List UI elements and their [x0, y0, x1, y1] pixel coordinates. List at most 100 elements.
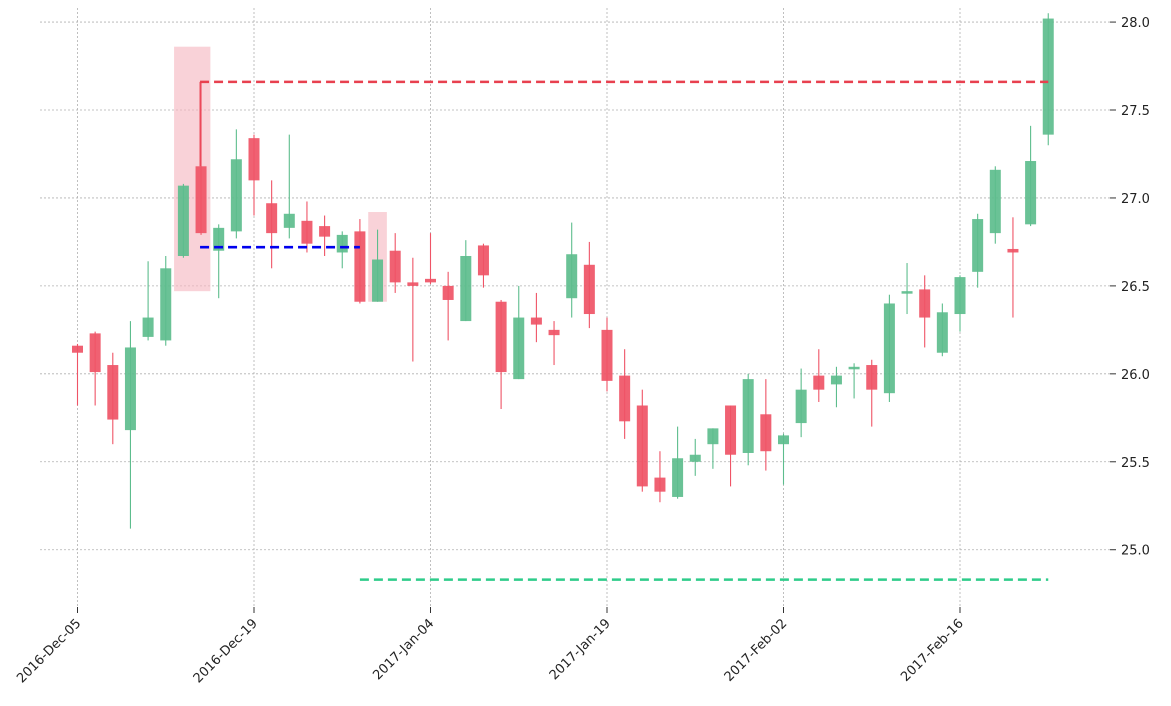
candle-body: [513, 317, 525, 380]
candle-down: [1007, 217, 1019, 318]
candle-body: [566, 254, 578, 299]
candle-body: [866, 365, 878, 390]
candle-body: [442, 285, 454, 300]
candle-down: [583, 241, 595, 329]
candle-up: [672, 426, 684, 499]
candle-up: [901, 263, 913, 315]
candle-body: [654, 477, 666, 492]
candle-body: [813, 375, 825, 390]
candle-up: [742, 373, 754, 466]
candle-down: [619, 349, 631, 439]
candle-up: [513, 285, 525, 380]
candle-body: [954, 277, 966, 315]
candle-body: [389, 250, 401, 283]
candle-up: [848, 363, 860, 399]
candle-up: [124, 321, 136, 529]
x-tick-label: 2016-Dec-19: [191, 616, 261, 686]
candle-up: [142, 261, 154, 341]
candle-body: [407, 282, 419, 286]
candle-down: [425, 233, 436, 285]
y-tick-label: 25.0: [1121, 544, 1150, 559]
candle-up: [566, 222, 578, 318]
candle-up: [1042, 13, 1054, 146]
candle-up: [283, 134, 295, 239]
candle-body: [354, 231, 366, 302]
candle-body: [266, 203, 278, 234]
candles: [72, 13, 1054, 529]
candle-body: [619, 375, 631, 422]
candle-up: [1025, 125, 1037, 227]
candle-down: [530, 292, 542, 343]
candle-body: [248, 138, 260, 181]
candle-up: [954, 275, 966, 332]
candle-down: [301, 201, 313, 253]
candle-body: [319, 226, 331, 237]
candle-down: [636, 389, 648, 492]
candle-body: [883, 303, 895, 394]
candle-down: [389, 233, 401, 293]
y-tick-label: 26.5: [1121, 280, 1150, 295]
candle-up: [372, 229, 384, 302]
candle-body: [283, 213, 295, 228]
candle-body: [530, 317, 542, 325]
candle-body: [1007, 248, 1019, 253]
x-tick-label: 2017-Jan-04: [370, 616, 437, 683]
x-tick-label: 2017-Feb-02: [722, 616, 791, 685]
candle-body: [160, 268, 172, 341]
candle-body: [636, 405, 648, 487]
candle-body: [460, 255, 472, 322]
candle-body: [760, 414, 772, 452]
candle-body: [477, 245, 489, 276]
y-tick-label: 26.0: [1121, 368, 1150, 383]
candle-down: [495, 299, 507, 410]
candle-body: [830, 375, 842, 385]
candle-up: [336, 231, 348, 269]
candle-down: [266, 180, 278, 269]
candle-up: [707, 428, 719, 469]
candle-body: [919, 289, 931, 318]
candle-body: [1042, 18, 1054, 135]
candle-up: [230, 129, 242, 239]
candle-down: [72, 343, 83, 406]
candle-up: [936, 303, 948, 357]
candle-down: [195, 81, 207, 235]
candle-up: [883, 294, 895, 402]
candle-down: [89, 331, 101, 406]
y-tick-label: 28.0: [1121, 16, 1150, 31]
candle-body: [583, 264, 595, 315]
x-tick-label: 2017-Jan-19: [547, 616, 614, 683]
candle-up: [830, 366, 842, 408]
candle-body: [725, 405, 737, 455]
candle-body: [936, 312, 948, 353]
x-axis: 2016-Dec-05 2016-Dec-19 2017-Jan-04 2017-Ja…: [14, 607, 967, 686]
candle-body: [707, 428, 719, 445]
candle-body: [124, 347, 136, 431]
candle-body: [972, 219, 984, 272]
candle-down: [654, 451, 666, 503]
x-tick-label: 2017-Feb-16: [898, 616, 967, 685]
x-tick-label: 2016-Dec-05: [14, 616, 84, 686]
candle-body: [336, 234, 348, 253]
candle-up: [795, 368, 807, 438]
candle-down: [442, 271, 454, 341]
candle-down: [248, 134, 260, 216]
candle-body: [107, 365, 119, 420]
candle-up: [689, 438, 701, 476]
candle-body: [795, 389, 807, 424]
candle-up: [989, 166, 1001, 244]
candle-body: [177, 185, 189, 256]
candle-down: [866, 359, 878, 427]
y-tick-label: 27.0: [1121, 192, 1150, 207]
candle-down: [477, 243, 489, 288]
candle-body: [495, 301, 507, 373]
candle-down: [919, 275, 931, 348]
candle-up: [460, 240, 472, 322]
candle-down: [407, 257, 419, 362]
candle-body: [778, 435, 789, 445]
candle-body: [142, 317, 154, 337]
level-lines: [199, 80, 1049, 581]
candle-body: [901, 291, 913, 294]
candle-body: [230, 159, 242, 232]
y-axis: 25.0 25.5 26.0 26.5 27.0 27.5 28.0: [1110, 16, 1150, 559]
